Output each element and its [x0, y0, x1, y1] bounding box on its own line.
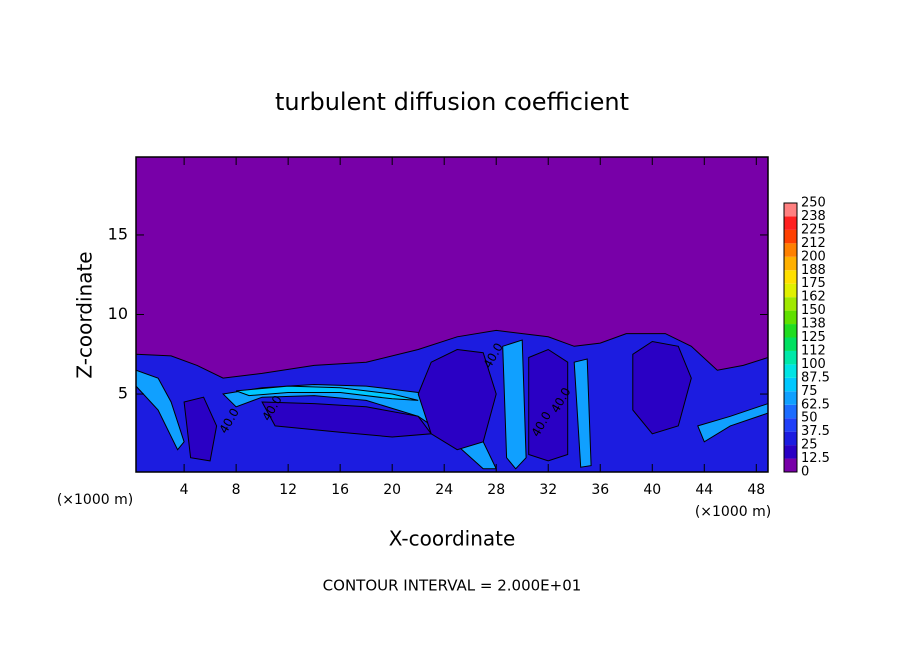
colorbar-label: 112	[801, 343, 826, 358]
colorbar-frame	[783, 202, 798, 473]
colorbar-label: 250	[801, 196, 826, 211]
x-tick-label: 24	[435, 482, 453, 498]
colorbar-label: 175	[801, 276, 826, 291]
chart-title: turbulent diffusion coefficient	[275, 88, 629, 116]
colorbar-segment	[784, 337, 797, 351]
colorbar-label: 188	[801, 263, 826, 278]
colorbar-label: 162	[801, 290, 826, 305]
colorbar-segment	[784, 377, 797, 392]
colorbar-segment	[784, 256, 797, 271]
colorbar-label: 150	[801, 303, 826, 318]
colorbar-segment	[784, 458, 797, 472]
x-tick-label: 8	[232, 482, 241, 498]
colorbar-segment	[784, 203, 797, 217]
y-tick-label: 5	[118, 384, 128, 403]
colorbar-segment	[784, 229, 797, 244]
contour-region	[632, 340, 692, 435]
x-tick-label: 32	[539, 482, 557, 498]
colorbar-label: 200	[801, 249, 826, 264]
colorbar-segment	[784, 324, 797, 338]
x-axis-label: X-coordinate	[389, 527, 516, 551]
colorbar-label: 62.5	[801, 397, 830, 412]
colorbar-label: 37.5	[801, 424, 830, 439]
x-tick-label: 4	[180, 482, 189, 498]
colorbar-segment	[784, 404, 797, 419]
colorbar-label: 212	[801, 236, 826, 251]
y-tick-label: 15	[108, 224, 128, 243]
contour-region	[697, 403, 768, 443]
colorbar-label: 75	[801, 384, 818, 399]
colorbar-segment	[784, 297, 797, 311]
y-axis-label: Z-coordinate	[73, 251, 97, 378]
contour-region	[136, 369, 185, 451]
contour-region	[528, 348, 569, 462]
x-tick-label: 28	[487, 482, 505, 498]
x-tick-label: 48	[747, 482, 765, 498]
colorbar-label: 225	[801, 222, 826, 237]
colorbar-label: 125	[801, 330, 826, 345]
colorbar-label: 25	[801, 438, 818, 453]
footer-note: CONTOUR INTERVAL = 2.000E+01	[323, 577, 582, 595]
colorbar-segment	[784, 445, 797, 459]
colorbar-segment	[784, 310, 797, 325]
colorbar-segment	[784, 270, 797, 284]
colorbar-segment	[784, 283, 797, 298]
colorbar-label: 138	[801, 317, 826, 332]
x-tick-label: 12	[279, 482, 297, 498]
contour-region	[502, 339, 527, 470]
x-unit-label: (×1000 m)	[57, 492, 133, 508]
contour-region	[183, 396, 218, 462]
y-tick-label: 10	[108, 304, 128, 323]
colorbar-segment	[784, 216, 797, 230]
colorbar-segment	[784, 431, 797, 446]
colorbar-label: 0	[801, 465, 809, 480]
x-unit-label: (×1000 m)	[695, 504, 771, 520]
colorbar-label: 87.5	[801, 370, 830, 385]
contour-region	[573, 358, 592, 468]
colorbar-segment	[784, 350, 797, 365]
x-tick-label: 44	[695, 482, 713, 498]
x-tick-label: 16	[331, 482, 349, 498]
x-tick-label: 40	[643, 482, 661, 498]
colorbar-segment	[784, 364, 797, 378]
colorbar-segment	[784, 418, 797, 432]
contour-field: 40.0 40.040.040.040.0	[136, 157, 768, 472]
x-tick-label: 20	[383, 482, 401, 498]
colorbar-segment	[784, 391, 797, 405]
colorbar-label: 50	[801, 411, 818, 426]
x-tick-label: 36	[591, 482, 609, 498]
colorbar-label: 238	[801, 209, 826, 224]
colorbar-label: 12.5	[801, 451, 830, 466]
contour-region	[417, 348, 497, 451]
colorbar-label: 100	[801, 357, 826, 372]
colorbar-segment	[784, 243, 797, 257]
contour-region	[235, 385, 419, 401]
